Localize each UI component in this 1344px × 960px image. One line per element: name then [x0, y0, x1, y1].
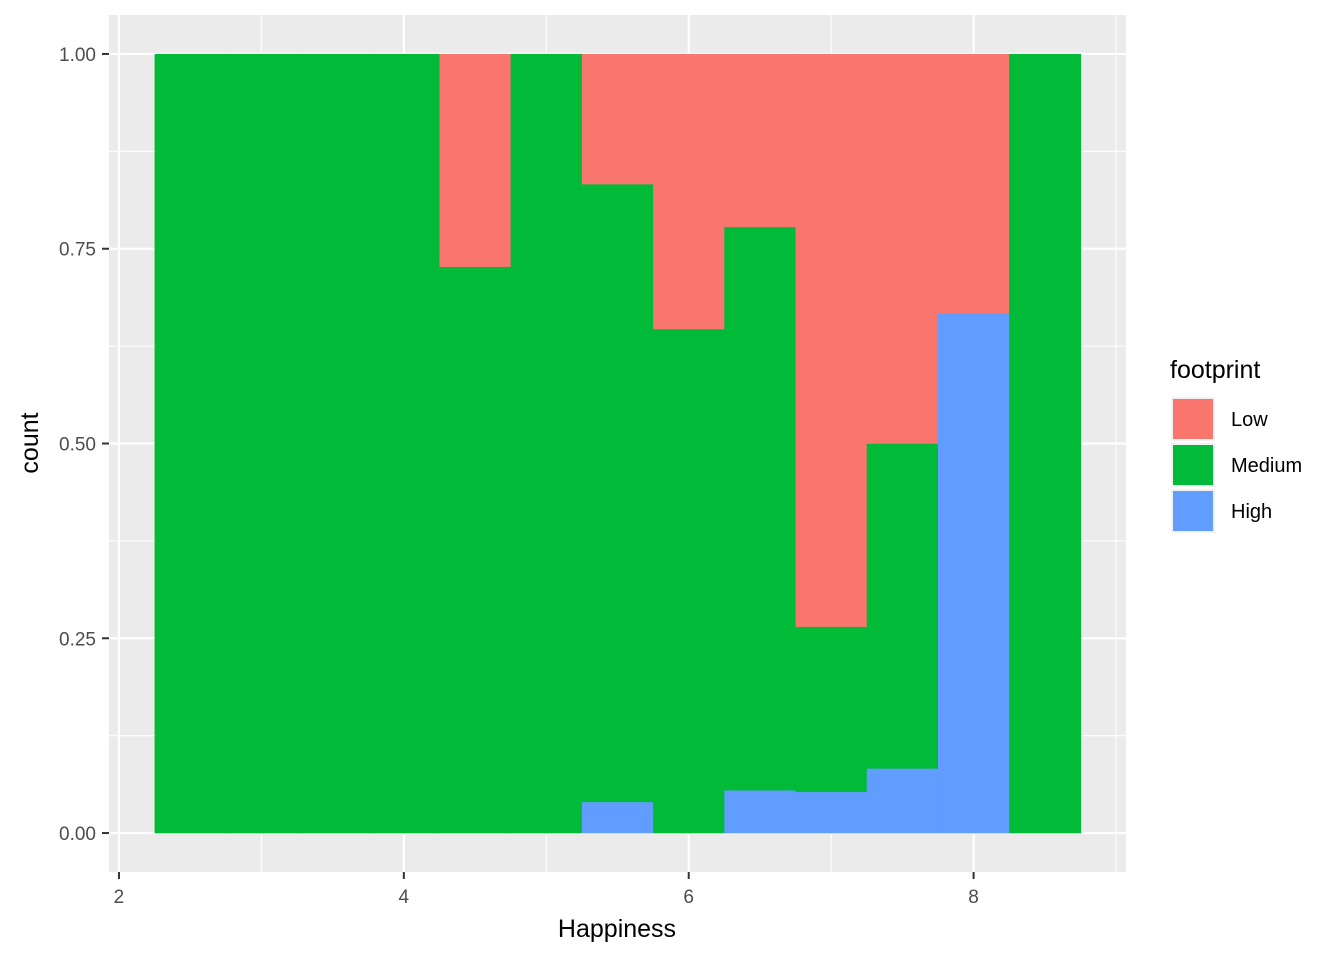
bar-medium — [724, 226, 797, 791]
bar-high — [724, 790, 797, 834]
legend-label-high: High — [1231, 501, 1272, 523]
legend-title: footprint — [1170, 356, 1260, 384]
y-tick-label: 1.00 — [59, 45, 96, 66]
y-tick-label: 0.25 — [59, 629, 96, 650]
bar-medium — [510, 53, 583, 834]
x-tick-label: 8 — [968, 887, 979, 908]
bar-low — [439, 53, 512, 267]
bar-low — [795, 53, 868, 627]
legend-label-medium: Medium — [1231, 455, 1302, 477]
bar-medium — [225, 53, 298, 834]
x-tick-label: 4 — [399, 887, 410, 908]
x-tick-label: 2 — [114, 887, 125, 908]
y-axis-title: count — [16, 412, 44, 473]
bar-medium — [866, 443, 939, 769]
legend-swatch-high — [1173, 491, 1213, 531]
bar-medium — [1009, 53, 1082, 834]
legend-swatch-medium — [1173, 445, 1213, 485]
bar-medium — [297, 53, 369, 834]
bar-medium — [795, 626, 868, 793]
bar-low — [581, 53, 654, 185]
bar-low — [653, 53, 725, 330]
bar-low — [937, 53, 1010, 314]
legend-label-low: Low — [1231, 409, 1268, 431]
bar-high — [866, 768, 939, 834]
bars — [154, 53, 1082, 834]
y-tick-label: 0.75 — [59, 240, 96, 261]
bar-high — [581, 801, 654, 834]
y-tick-label: 0.50 — [59, 435, 96, 456]
y-tick-label: 0.00 — [59, 824, 96, 845]
legend-swatch-low — [1173, 399, 1213, 439]
bar-medium — [439, 266, 512, 834]
bar-medium — [581, 184, 654, 803]
bar-medium — [653, 328, 725, 834]
y-axis: 0.00 0.25 0.50 0.75 1.00 — [59, 45, 109, 845]
bar-medium — [154, 53, 227, 834]
bar-high — [795, 791, 868, 834]
legend: footprint Low Medium High — [1170, 356, 1302, 533]
bar-medium — [368, 53, 441, 834]
x-axis-title: Happiness — [558, 915, 676, 943]
x-axis: 2 4 6 8 — [114, 872, 979, 908]
bar-high — [937, 313, 1010, 834]
bar-low — [724, 53, 797, 228]
bar-low — [866, 53, 939, 444]
x-tick-label: 6 — [683, 887, 694, 908]
